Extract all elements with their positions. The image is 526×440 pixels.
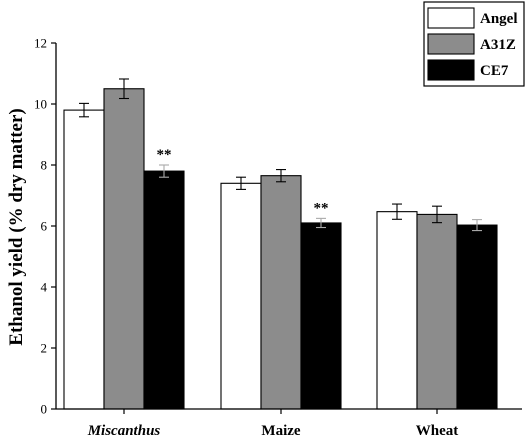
x-tick-label: Miscanthus <box>87 423 161 439</box>
bar-ce7-wheat <box>456 224 498 410</box>
bar-angel-maize <box>220 182 262 410</box>
bar-ce7-miscanthus <box>143 170 185 410</box>
bar-a31z-wheat <box>416 213 458 410</box>
bar-a31z-maize <box>260 175 302 410</box>
legend-label-ce7: CE7 <box>480 63 509 79</box>
significance-annotation: ** <box>157 147 172 163</box>
bar-a31z-miscanthus <box>103 88 145 410</box>
bar-angel-wheat <box>376 211 418 410</box>
y-tick-label: 8 <box>41 158 48 173</box>
x-tick-label: Maize <box>261 423 300 439</box>
y-axis-label: Ethanol yield (% dry matter) <box>6 108 27 345</box>
bar-ce7-maize <box>300 222 342 410</box>
bar-angel-miscanthus <box>63 109 105 410</box>
axes: 0 2 4 6 8 10 12 Miscanthus Maize Wheat <box>34 36 522 439</box>
y-tick-label: 6 <box>41 219 48 234</box>
y-tick-label: 0 <box>41 402 48 417</box>
legend: Angel A31Z CE7 <box>423 1 525 87</box>
y-tick-label: 4 <box>41 280 48 295</box>
significance-annotation: ** <box>314 200 329 216</box>
bars: ** ** <box>63 78 498 410</box>
legend-swatch-angel <box>427 7 475 29</box>
legend-swatch-a31z <box>427 33 475 55</box>
legend-label-angel: Angel <box>480 11 518 27</box>
x-tick-label: Wheat <box>416 423 459 439</box>
legend-swatch-ce7 <box>427 59 475 81</box>
y-tick-label: 10 <box>34 97 47 112</box>
legend-label-a31z: A31Z <box>480 37 516 53</box>
y-tick-label: 12 <box>34 36 47 51</box>
y-tick-label: 2 <box>41 341 48 356</box>
